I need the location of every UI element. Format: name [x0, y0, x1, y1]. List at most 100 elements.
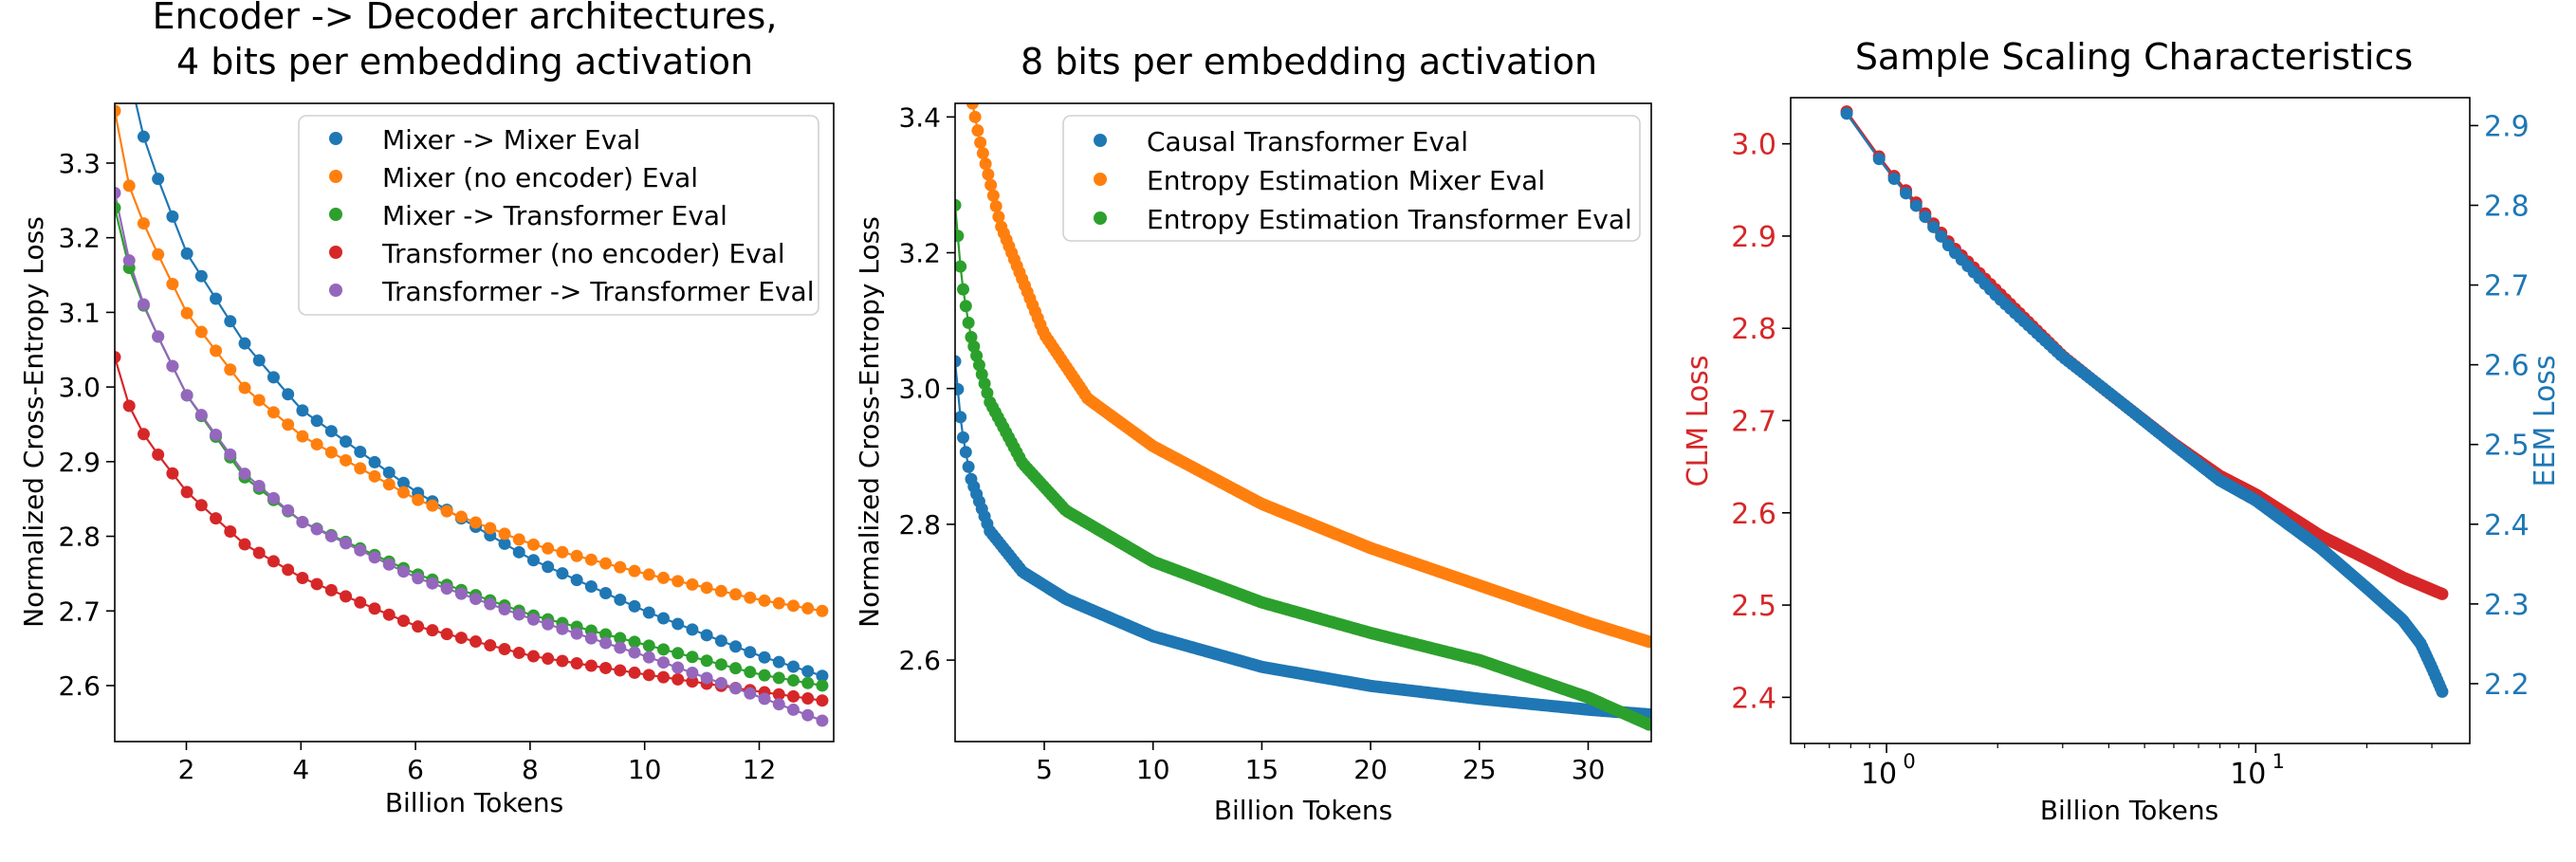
chart1-data-point: [672, 661, 685, 674]
chart1-data-point: [642, 639, 655, 652]
chart1-data-point: [512, 533, 525, 546]
chart1-data-point: [238, 468, 251, 481]
chart1-data-point: [556, 567, 569, 580]
chart2-data-point: [992, 211, 1005, 224]
chart1-data-point: [166, 467, 179, 480]
chart3-right-y-tick-label: 2.5: [2484, 430, 2530, 463]
chart1-legend-marker-mixer-mixer: [329, 132, 342, 145]
chart2-data-point: [984, 178, 998, 192]
chart3-right-y-tick-label: 2.7: [2484, 270, 2530, 303]
chart1-data-point: [122, 254, 136, 267]
chart1-data-point: [324, 425, 338, 438]
chart3-data-point: [1872, 153, 1886, 166]
chart1-data-point: [816, 714, 829, 727]
chart1-data-point: [224, 448, 237, 461]
chart2-x-tick-label: 25: [1463, 754, 1497, 785]
chart1-data-point: [628, 564, 641, 578]
chart1-data-point: [454, 510, 468, 523]
chart1-data-point: [123, 68, 136, 81]
chart1-data-point: [324, 446, 338, 459]
chart1-data-point: [512, 545, 525, 559]
chart1-data-point: [194, 325, 208, 339]
chart1-data-point: [816, 604, 829, 617]
chart2-data-point: [955, 260, 967, 273]
chart2-data-point: [972, 358, 985, 372]
chart2-x-axis-label: Billion Tokens: [1214, 795, 1392, 826]
chart2-data-point: [955, 229, 965, 243]
chart1-data-point: [340, 590, 353, 603]
chart1-data-point: [382, 478, 396, 491]
chart1-data-point: [282, 418, 295, 431]
chart1-data-point: [542, 560, 555, 574]
chart2-x-tick-label: 5: [1036, 754, 1053, 785]
chart1-data-point: [194, 409, 208, 422]
chart1-data-point: [238, 337, 251, 350]
chart1-data-point: [744, 666, 757, 679]
chart2-data-point: [966, 103, 979, 110]
chart2-legend-label-causal: Causal Transformer Eval: [1147, 126, 1468, 157]
chart1-data-point: [599, 557, 613, 570]
chart2-data-point: [956, 431, 969, 444]
chart1-data-point: [556, 622, 569, 635]
chart1-data-point: [354, 446, 367, 459]
chart1-data-point: [512, 608, 525, 621]
chart3-right-y-tick-label: 2.8: [2484, 191, 2530, 224]
chart1-data-point: [238, 538, 251, 551]
chart1-data-point: [729, 682, 743, 695]
chart1-data-point: [137, 428, 150, 441]
chart2-data-point: [965, 331, 978, 344]
chart1-data-point: [656, 656, 670, 669]
chart2-legend-marker-eem-mixer: [1094, 173, 1107, 186]
chart1-data-point: [526, 613, 540, 626]
chart1-data-point: [368, 469, 381, 483]
chart1-data-point: [194, 269, 208, 283]
chart1-title-line2: 4 bits per embedding activation: [176, 41, 753, 83]
chart1-data-point: [252, 546, 266, 559]
chart1-data-point: [628, 635, 641, 649]
chart1-plot-frame: [114, 102, 835, 743]
chart1-y-tick-label: 2.7: [58, 596, 101, 627]
chart3-data-point: [1927, 220, 1941, 233]
chart3-plot-frame: [1790, 97, 2471, 744]
chart2-series-line-2: [955, 205, 1650, 726]
chart3-left-y-tick-label: 2.9: [1731, 221, 1776, 254]
chart2-x-tick-label: 15: [1245, 754, 1279, 785]
chart1-data-point: [584, 659, 598, 672]
chart1-data-point: [166, 359, 179, 373]
chart3-right-y-tick-label: 2.6: [2484, 350, 2530, 383]
chart1-data-point: [772, 671, 785, 685]
chart2-y-tick-label: 3.4: [898, 101, 941, 133]
chart1-data-point: [656, 612, 670, 625]
chart1-data-point: [115, 186, 121, 199]
chart1-data-point: [700, 629, 713, 642]
chart1-legend-label-mixer-transformer: Mixer -> Transformer Eval: [382, 200, 727, 231]
chart1-data-point: [498, 642, 511, 655]
chart1-data-point: [282, 563, 295, 577]
chart1-x-tick-label: 2: [178, 754, 195, 785]
chart2-data-point: [971, 124, 984, 138]
chart1-data-point: [642, 651, 655, 664]
chart1-legend-label-mixer-mixer: Mixer -> Mixer Eval: [382, 124, 640, 156]
chart3-left-y-tick-label: 2.6: [1731, 498, 1776, 531]
chart1-data-point: [382, 558, 396, 571]
chart1-data-point: [786, 660, 800, 673]
chart3-title: Sample Scaling Characteristics: [1855, 36, 2413, 78]
chart1-data-point: [542, 617, 555, 631]
chart2-plot-frame: [954, 102, 1652, 743]
chart1-data-point: [729, 588, 743, 601]
chart1-data-point: [672, 672, 685, 686]
chart1-data-point: [786, 689, 800, 703]
chart1-legend-marker-transformer-transformer: [329, 284, 342, 297]
chart1-data-point: [628, 646, 641, 659]
chart3-data-point: [1909, 199, 1923, 212]
chart3-data-point: [1887, 172, 1901, 185]
chart2-y-axis-label: Normalized Cross-Entropy Loss: [854, 216, 885, 628]
chart2-data-point: [956, 283, 969, 296]
chart1-data-point: [584, 632, 598, 645]
chart1-data-point: [440, 504, 453, 518]
chart1-data-point: [570, 574, 583, 587]
chart3-right-y-tick-label: 2.3: [2484, 589, 2530, 622]
chart1-data-point: [672, 617, 685, 631]
chart1-data-point: [267, 491, 280, 504]
